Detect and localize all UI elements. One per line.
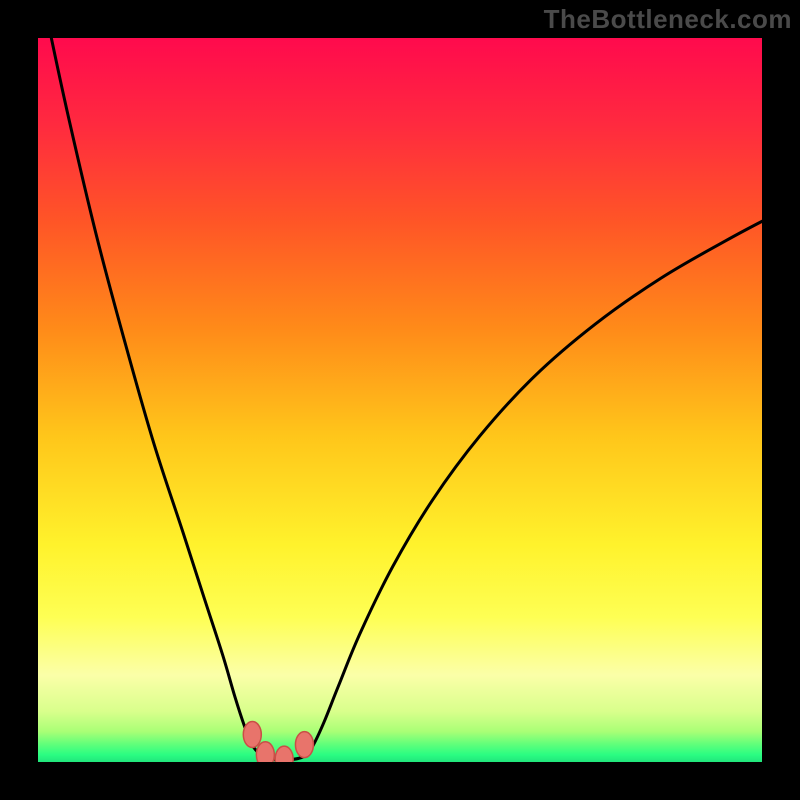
gradient-background xyxy=(38,38,762,762)
bottleneck-curve-chart xyxy=(0,0,800,800)
curve-marker xyxy=(256,742,274,768)
curve-marker xyxy=(275,746,293,772)
curve-marker xyxy=(243,721,261,747)
watermark-text: TheBottleneck.com xyxy=(544,4,792,35)
chart-container: { "meta": { "watermark": "TheBottleneck.… xyxy=(0,0,800,800)
curve-marker xyxy=(295,732,313,758)
